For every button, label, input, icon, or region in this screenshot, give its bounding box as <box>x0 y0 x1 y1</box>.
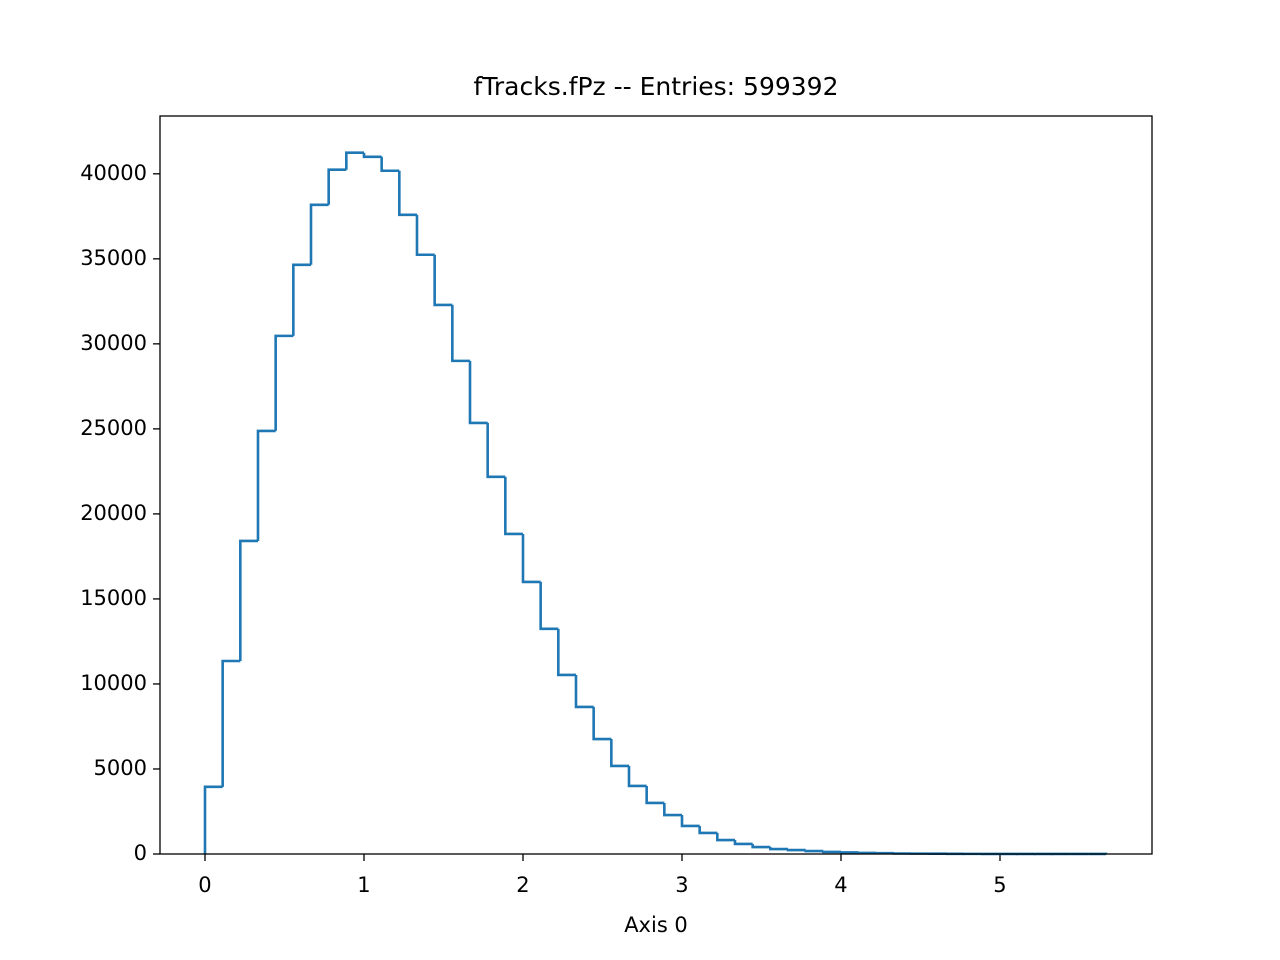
x-tick-label: 0 <box>198 873 211 897</box>
histogram-step <box>698 825 718 835</box>
y-tick-label: 20000 <box>80 501 147 525</box>
plot-frame <box>159 115 1153 855</box>
histogram-step <box>203 785 223 854</box>
histogram-step <box>557 628 576 677</box>
y-tick-label: 30000 <box>80 331 147 355</box>
histogram-step <box>380 156 400 173</box>
histogram-step <box>309 203 329 265</box>
histogram-step <box>415 214 435 257</box>
x-axis-label: Axis 0 <box>624 913 688 937</box>
x-tick-label: 2 <box>516 873 529 897</box>
x-tick-label: 4 <box>834 873 847 897</box>
histogram-step <box>663 802 682 817</box>
y-tick-label: 35000 <box>80 246 147 270</box>
histogram-step <box>239 539 258 661</box>
y-tick-label: 40000 <box>80 161 147 185</box>
histogram-step <box>716 832 735 842</box>
histogram-step <box>645 785 665 805</box>
histogram-step <box>451 304 471 363</box>
histogram-step <box>733 840 753 846</box>
histogram-step <box>504 476 523 536</box>
y-tick-label: 0 <box>134 841 147 865</box>
histogram-step <box>769 847 789 851</box>
histogram-step <box>521 533 541 584</box>
y-tick-label: 25000 <box>80 416 147 440</box>
histogram-step <box>680 815 700 828</box>
histogram-step <box>786 848 806 852</box>
histogram-step <box>839 851 859 854</box>
histogram-step <box>539 581 559 631</box>
histogram-step <box>345 151 364 170</box>
histogram-step <box>610 739 630 768</box>
histogram-step <box>857 851 877 855</box>
histogram-step <box>362 152 382 159</box>
y-tick-label: 15000 <box>80 586 147 610</box>
histogram-step <box>274 334 294 431</box>
histogram-step <box>486 422 506 479</box>
y-tick-label: 10000 <box>80 671 147 695</box>
histogram-step <box>398 170 417 217</box>
histogram-step <box>592 706 612 741</box>
histogram-step <box>627 765 647 788</box>
chart-title: fTracks.fPz -- Entries: 599392 <box>473 72 838 101</box>
histogram-step <box>574 674 594 709</box>
histogram-step <box>751 843 771 849</box>
histogram-step <box>433 254 453 307</box>
histogram-step <box>292 263 312 336</box>
x-tick-label: 5 <box>993 873 1006 897</box>
histogram-step <box>804 849 824 853</box>
y-tick-label: 5000 <box>94 756 147 780</box>
histogram-step <box>822 850 841 854</box>
x-tick-label: 3 <box>675 873 688 897</box>
x-tick-label: 1 <box>357 873 370 897</box>
histogram-step <box>221 659 241 787</box>
histogram-step <box>468 360 488 425</box>
histogram-step <box>327 168 347 205</box>
histogram-step <box>256 429 276 541</box>
